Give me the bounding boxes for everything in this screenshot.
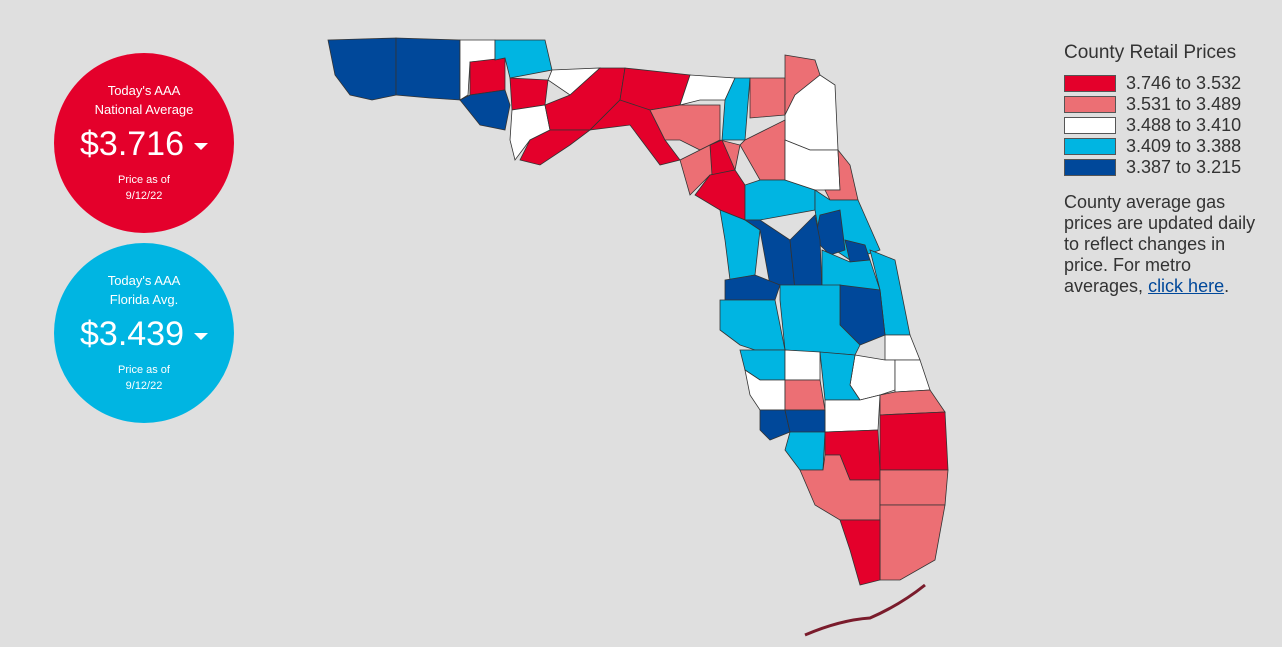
county[interactable]	[819, 351, 861, 401]
legend-item: 3.387 to 3.215	[1064, 157, 1241, 178]
legend: County Retail Prices 3.746 to 3.532 3.531…	[1064, 42, 1241, 178]
keys	[804, 583, 926, 637]
county[interactable]	[789, 214, 823, 291]
legend-title: County Retail Prices	[1064, 42, 1237, 63]
date-label: Price as of	[118, 364, 170, 376]
heading: National Average	[94, 102, 194, 117]
county[interactable]	[779, 284, 861, 356]
county[interactable]	[749, 77, 786, 119]
caret	[194, 142, 208, 150]
legend-item: 3.531 to 3.489	[1064, 94, 1241, 115]
county[interactable]	[395, 37, 461, 101]
county[interactable]	[759, 409, 791, 441]
note-text: County average gas prices are updated da…	[1064, 192, 1256, 296]
county[interactable]	[879, 411, 949, 471]
county[interactable]	[879, 504, 946, 581]
county[interactable]	[839, 519, 881, 586]
legend-swatch	[1064, 75, 1116, 92]
price-value: $3.716	[80, 125, 184, 163]
county[interactable]	[894, 359, 931, 393]
county[interactable]	[327, 37, 397, 101]
price-value: $3.439	[80, 315, 184, 353]
legend-items: 3.746 to 3.532 3.531 to 3.489 3.488 to 3.4…	[1064, 73, 1241, 178]
legend-item: 3.409 to 3.388	[1064, 136, 1241, 157]
date: 9/12/22	[125, 190, 163, 202]
county[interactable]	[459, 89, 511, 131]
county[interactable]	[879, 389, 946, 416]
legend-swatch	[1064, 159, 1116, 176]
price[interactable]: $3.439	[54, 315, 234, 354]
county[interactable]	[649, 104, 721, 151]
legend-label: 3.531 to 3.489	[1126, 94, 1242, 114]
legend-swatch	[1064, 117, 1116, 134]
county[interactable]	[721, 77, 751, 141]
county[interactable]	[784, 349, 821, 381]
legend-swatch	[1064, 138, 1116, 155]
county[interactable]	[719, 299, 786, 351]
heading: Florida Avg.	[109, 292, 179, 307]
county[interactable]	[519, 129, 592, 166]
legend-label: 3.488 to 3.410	[1126, 115, 1242, 135]
county[interactable]	[799, 454, 881, 521]
county[interactable]	[784, 379, 826, 411]
note-end: .	[1224, 276, 1230, 296]
legend-item: 3.746 to 3.532	[1064, 73, 1241, 94]
legend-label: 3.409 to 3.388	[1126, 136, 1242, 156]
legend-label: 3.746 to 3.532	[1126, 73, 1242, 93]
heading: Today's AAA	[107, 273, 181, 288]
national-badge: Today's AAA National Average $3.716 Pric…	[54, 53, 234, 233]
county[interactable]	[784, 431, 826, 471]
legend-swatch	[1064, 96, 1116, 113]
price[interactable]: $3.716	[54, 125, 234, 164]
county[interactable]	[879, 469, 949, 506]
county[interactable]	[739, 119, 786, 181]
note: County average gas prices are updated da…	[1064, 192, 1264, 297]
legend-label: 3.387 to 3.215	[1126, 157, 1242, 177]
caret	[194, 332, 208, 340]
county[interactable]	[884, 334, 921, 361]
florida-badge: Today's AAA Florida Avg. $3.439 Price as…	[54, 243, 234, 423]
county[interactable]	[824, 394, 881, 433]
date-label: Price as of	[118, 174, 170, 186]
legend-item: 3.488 to 3.410	[1064, 115, 1241, 136]
date: 9/12/22	[125, 380, 163, 392]
county[interactable]	[469, 57, 506, 96]
link[interactable]: click here	[1148, 276, 1225, 296]
heading: Today's AAA	[107, 83, 181, 98]
county[interactable]	[679, 74, 736, 106]
